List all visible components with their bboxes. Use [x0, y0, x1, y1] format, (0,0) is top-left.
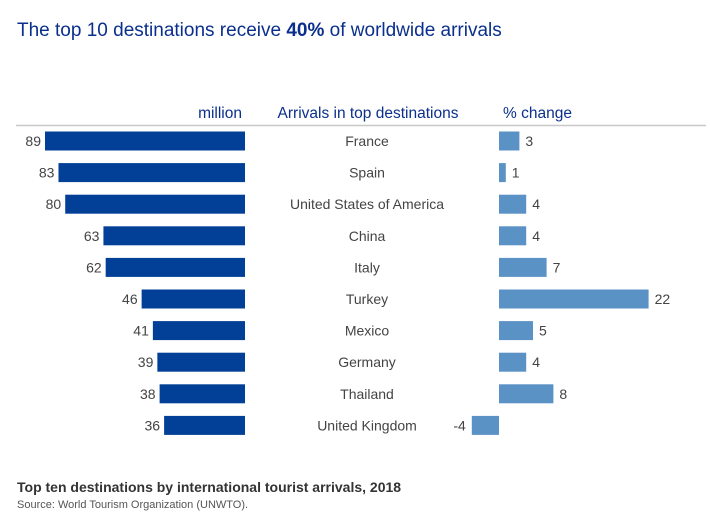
chart-caption: Top ten destinations by international to…: [17, 479, 401, 495]
arrivals-value-label: 41: [133, 323, 149, 339]
change-value-label: 4: [532, 354, 540, 370]
change-bar: [471, 415, 499, 435]
header-arrivals: Arrivals in top destinations: [278, 105, 459, 122]
arrivals-value-label: 62: [86, 259, 102, 275]
arrivals-bar: [159, 384, 245, 404]
arrivals-value-label: 83: [39, 165, 55, 181]
change-value-label: 7: [553, 259, 561, 275]
country-label: Germany: [338, 354, 396, 370]
change-bar: [499, 163, 506, 183]
header-million: million: [198, 105, 242, 122]
country-label: United Kingdom: [317, 417, 417, 433]
change-bar: [499, 194, 527, 214]
arrivals-bar: [45, 131, 245, 151]
country-label: China: [349, 228, 386, 244]
arrivals-value-label: 36: [145, 417, 161, 433]
change-value-label: 5: [539, 323, 547, 339]
header-change: % change: [503, 105, 572, 122]
change-value-label: 1: [512, 165, 520, 181]
arrivals-value-label: 38: [140, 386, 156, 402]
country-label: United States of America: [290, 196, 444, 212]
arrivals-value-label: 80: [46, 196, 62, 212]
change-bar: [499, 384, 554, 404]
arrivals-value-label: 89: [25, 133, 41, 149]
arrivals-bar: [105, 257, 245, 277]
change-bar: [499, 257, 547, 277]
arrivals-value-label: 39: [138, 354, 154, 370]
change-bar: [499, 226, 527, 246]
change-value-label: -4: [453, 417, 466, 433]
country-label: Mexico: [345, 323, 390, 339]
country-label: Italy: [354, 259, 380, 275]
change-value-label: 4: [532, 196, 540, 212]
arrivals-value-label: 63: [84, 228, 100, 244]
arrivals-bar: [103, 226, 245, 246]
chart-source: Source: World Tourism Organization (UNWT…: [17, 499, 248, 511]
arrivals-bar: [157, 352, 245, 372]
arrivals-bar: [65, 194, 245, 214]
change-bar: [499, 131, 520, 151]
change-bar: [499, 321, 533, 341]
arrivals-bar: [164, 415, 245, 435]
arrivals-bar: [152, 321, 245, 341]
change-value-label: 8: [559, 386, 567, 402]
change-bar: [499, 352, 527, 372]
chart-title: The top 10 destinations receive 40% of w…: [17, 20, 502, 41]
arrivals-bar: [141, 289, 245, 309]
change-value-label: 4: [532, 228, 540, 244]
country-label: Thailand: [340, 386, 394, 402]
country-label: Spain: [349, 165, 385, 181]
arrivals-bar: [58, 163, 245, 183]
change-value-label: 3: [525, 133, 533, 149]
country-label: Turkey: [346, 291, 388, 307]
change-value-label: 22: [655, 291, 671, 307]
country-label: France: [345, 133, 389, 149]
change-bar: [499, 289, 649, 309]
arrivals-value-label: 46: [122, 291, 138, 307]
